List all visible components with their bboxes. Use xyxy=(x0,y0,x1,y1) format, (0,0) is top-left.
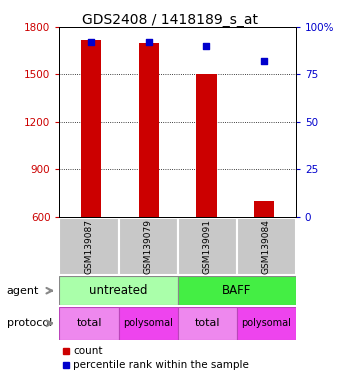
Bar xyxy=(119,218,177,275)
Text: total: total xyxy=(76,318,102,328)
Bar xyxy=(237,307,296,340)
Bar xyxy=(59,307,119,340)
Text: GDS2408 / 1418189_s_at: GDS2408 / 1418189_s_at xyxy=(82,13,258,27)
Point xyxy=(204,43,209,49)
Text: BAFF: BAFF xyxy=(222,284,251,297)
Bar xyxy=(237,218,296,275)
Text: protocol: protocol xyxy=(7,318,52,328)
Text: GSM139087: GSM139087 xyxy=(85,218,94,274)
Point xyxy=(88,39,94,45)
Bar xyxy=(59,218,119,275)
Text: total: total xyxy=(194,318,220,328)
Point xyxy=(261,58,267,64)
Text: GSM139084: GSM139084 xyxy=(262,219,271,273)
Text: untreated: untreated xyxy=(89,284,148,297)
Text: polysomal: polysomal xyxy=(241,318,291,328)
Text: count: count xyxy=(73,346,103,356)
Bar xyxy=(254,201,274,217)
Point xyxy=(146,39,152,45)
Bar xyxy=(81,40,101,217)
Bar xyxy=(177,307,237,340)
Text: GSM139091: GSM139091 xyxy=(203,218,212,274)
Bar xyxy=(139,43,159,217)
Text: polysomal: polysomal xyxy=(123,318,173,328)
Text: percentile rank within the sample: percentile rank within the sample xyxy=(73,360,249,370)
Bar xyxy=(197,74,217,217)
Bar xyxy=(59,276,177,305)
Bar xyxy=(177,218,237,275)
Text: agent: agent xyxy=(7,286,39,296)
Text: GSM139079: GSM139079 xyxy=(143,218,153,274)
Bar xyxy=(119,307,177,340)
Bar xyxy=(177,276,296,305)
